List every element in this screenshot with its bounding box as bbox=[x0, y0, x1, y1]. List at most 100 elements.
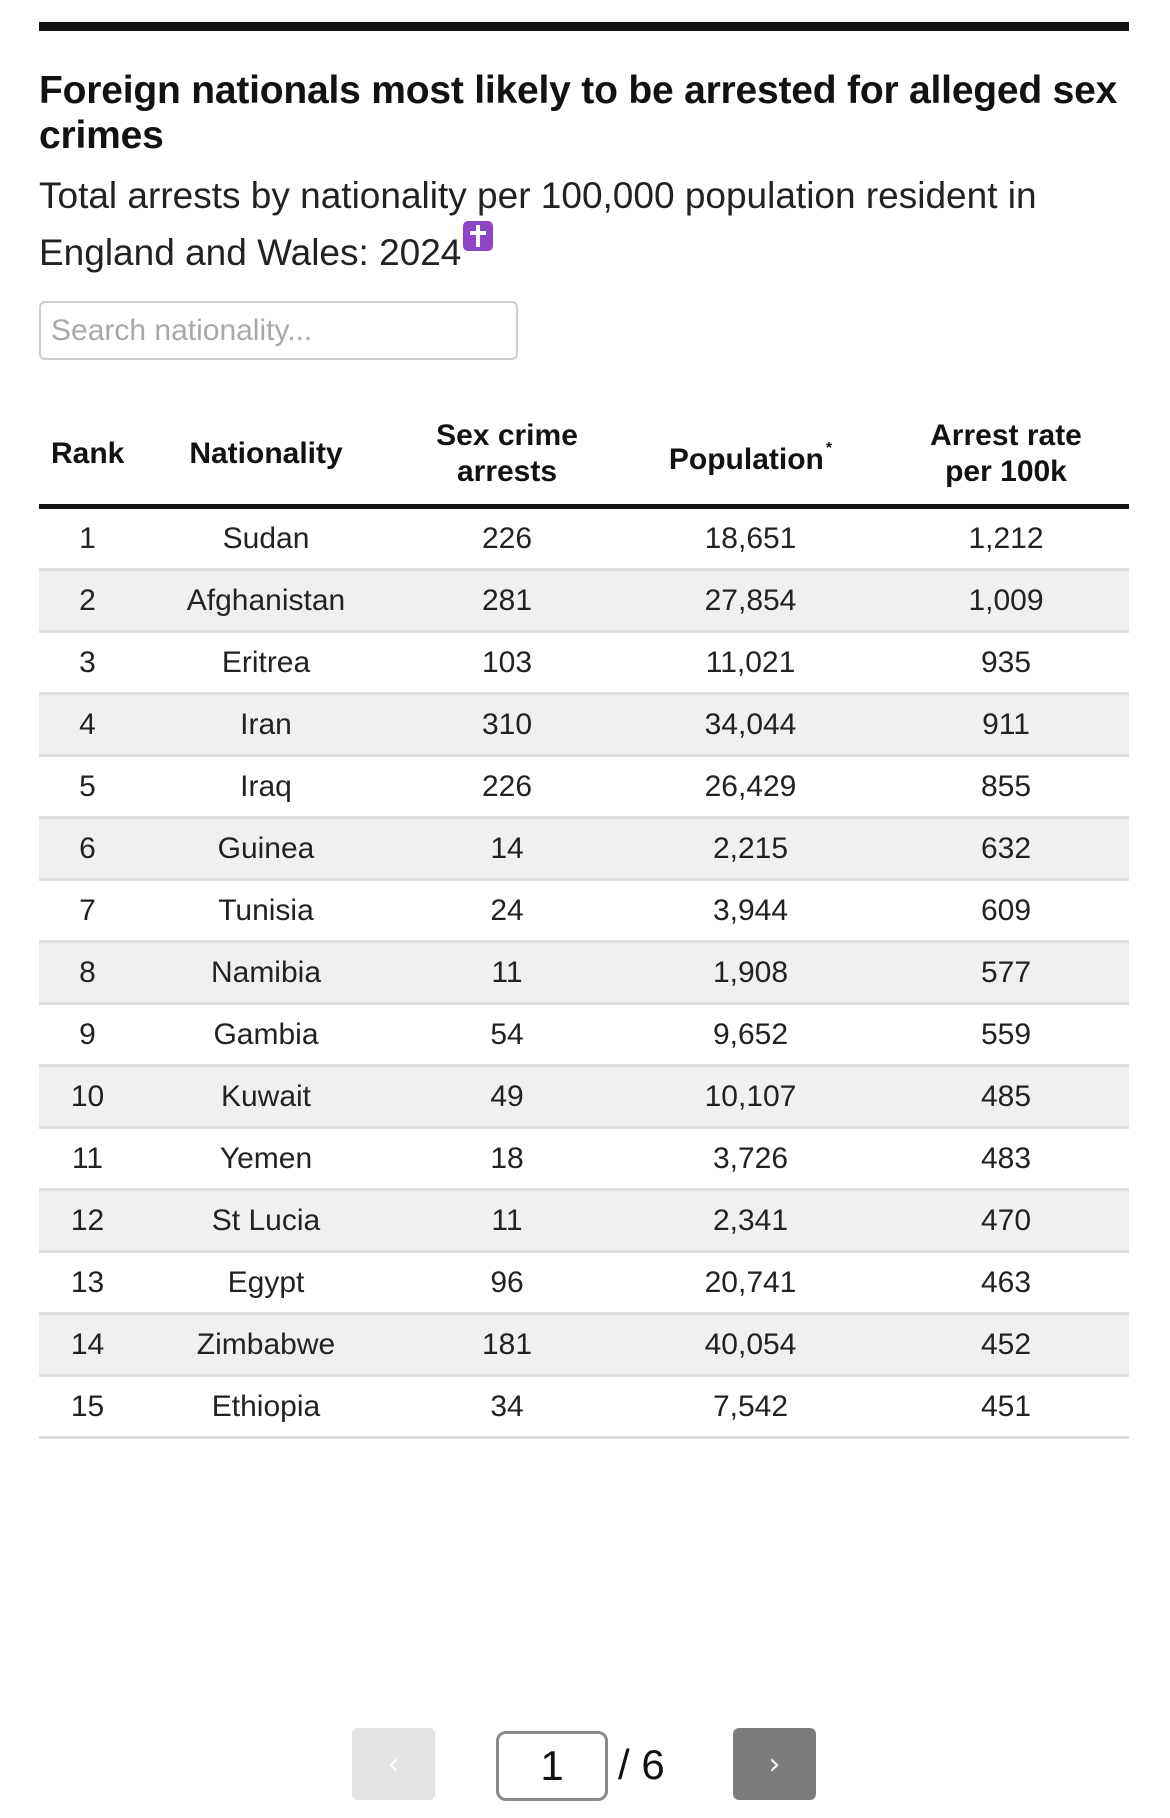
column-header-population[interactable]: Population * bbox=[618, 404, 883, 509]
cell-population: 1,908 bbox=[618, 941, 883, 1005]
table-row: 6 Guinea 14 2,215 632 bbox=[39, 817, 1129, 881]
cell-rate: 452 bbox=[883, 1313, 1129, 1377]
cell-arrests: 96 bbox=[396, 1251, 618, 1315]
cell-arrests: 310 bbox=[396, 693, 618, 757]
table-row: 11 Yemen 18 3,726 483 bbox=[39, 1127, 1129, 1191]
cell-rank: 3 bbox=[39, 631, 136, 695]
cell-rate: 483 bbox=[883, 1127, 1129, 1191]
cell-rate: 609 bbox=[883, 879, 1129, 943]
cell-arrests: 226 bbox=[396, 755, 618, 819]
cell-nationality: Gambia bbox=[136, 1003, 396, 1067]
cell-rank: 13 bbox=[39, 1251, 136, 1315]
cell-rate: 485 bbox=[883, 1065, 1129, 1129]
cell-rank: 2 bbox=[39, 569, 136, 633]
cell-rate: 451 bbox=[883, 1375, 1129, 1439]
cell-rank: 11 bbox=[39, 1127, 136, 1191]
page-number-input[interactable] bbox=[496, 1731, 608, 1801]
cell-rate: 632 bbox=[883, 817, 1129, 881]
cell-nationality: Afghanistan bbox=[136, 569, 396, 633]
cell-arrests: 103 bbox=[396, 631, 618, 695]
cell-rank: 15 bbox=[39, 1375, 136, 1439]
cell-population: 3,726 bbox=[618, 1127, 883, 1191]
cell-arrests: 281 bbox=[396, 569, 618, 633]
column-header-rate[interactable]: Arrest rate per 100k bbox=[883, 404, 1129, 509]
table-row: 9 Gambia 54 9,652 559 bbox=[39, 1003, 1129, 1067]
cell-rate: 559 bbox=[883, 1003, 1129, 1067]
cell-nationality: Iran bbox=[136, 693, 396, 757]
cell-population: 10,107 bbox=[618, 1065, 883, 1129]
cell-rate: 855 bbox=[883, 755, 1129, 819]
cell-rank: 7 bbox=[39, 879, 136, 943]
table-row: 4 Iran 310 34,044 911 bbox=[39, 693, 1129, 757]
column-header-nationality[interactable]: Nationality bbox=[136, 404, 396, 509]
cell-population: 26,429 bbox=[618, 755, 883, 819]
cell-rank: 5 bbox=[39, 755, 136, 819]
cell-rate: 911 bbox=[883, 693, 1129, 757]
cell-population: 2,215 bbox=[618, 817, 883, 881]
next-page-button[interactable]: › bbox=[733, 1728, 816, 1800]
cell-arrests: 14 bbox=[396, 817, 618, 881]
cell-nationality: Yemen bbox=[136, 1127, 396, 1191]
cell-rank: 10 bbox=[39, 1065, 136, 1129]
previous-page-button[interactable]: ‹ bbox=[352, 1728, 435, 1800]
cell-rank: 6 bbox=[39, 817, 136, 881]
table-row: 8 Namibia 11 1,908 577 bbox=[39, 941, 1129, 1005]
cell-rank: 9 bbox=[39, 1003, 136, 1067]
cell-nationality: Zimbabwe bbox=[136, 1313, 396, 1377]
cell-population: 11,021 bbox=[618, 631, 883, 695]
population-footnote-marker: * bbox=[825, 439, 833, 457]
table-row: 7 Tunisia 24 3,944 609 bbox=[39, 879, 1129, 943]
subtitle-text: Total arrests by nationality per 100,000… bbox=[39, 175, 1037, 273]
cell-population: 18,651 bbox=[618, 506, 883, 571]
cell-population: 7,542 bbox=[618, 1375, 883, 1439]
cell-population: 40,054 bbox=[618, 1313, 883, 1377]
cell-rate: 463 bbox=[883, 1251, 1129, 1315]
table-row: 14 Zimbabwe 181 40,054 452 bbox=[39, 1313, 1129, 1377]
page-total: / 6 bbox=[618, 1741, 665, 1788]
cell-nationality: Sudan bbox=[136, 506, 396, 571]
cell-arrests: 18 bbox=[396, 1127, 618, 1191]
cell-nationality: Namibia bbox=[136, 941, 396, 1005]
table-row: 13 Egypt 96 20,741 463 bbox=[39, 1251, 1129, 1315]
cell-population: 34,044 bbox=[618, 693, 883, 757]
cell-population: 27,854 bbox=[618, 569, 883, 633]
table-row: 1 Sudan 226 18,651 1,212 bbox=[39, 506, 1129, 571]
column-header-rank[interactable]: Rank bbox=[39, 404, 136, 509]
page-title: Foreign nationals most likely to be arre… bbox=[39, 69, 1118, 157]
table-row: 15 Ethiopia 34 7,542 451 bbox=[39, 1375, 1129, 1439]
cell-arrests: 11 bbox=[396, 1189, 618, 1253]
cell-population: 9,652 bbox=[618, 1003, 883, 1067]
results-table: Rank Nationality Sex crime arrests Popul… bbox=[39, 404, 1129, 1439]
table-header-row: Rank Nationality Sex crime arrests Popul… bbox=[39, 404, 1129, 509]
cell-arrests: 54 bbox=[396, 1003, 618, 1067]
cell-population: 20,741 bbox=[618, 1251, 883, 1315]
cell-arrests: 11 bbox=[396, 941, 618, 1005]
cell-nationality: St Lucia bbox=[136, 1189, 396, 1253]
cell-arrests: 49 bbox=[396, 1065, 618, 1129]
cell-rank: 4 bbox=[39, 693, 136, 757]
cell-rank: 8 bbox=[39, 941, 136, 1005]
cell-population: 3,944 bbox=[618, 879, 883, 943]
table-row: 3 Eritrea 103 11,021 935 bbox=[39, 631, 1129, 695]
cell-arrests: 181 bbox=[396, 1313, 618, 1377]
cell-nationality: Ethiopia bbox=[136, 1375, 396, 1439]
cell-nationality: Eritrea bbox=[136, 631, 396, 695]
cell-rate: 1,009 bbox=[883, 569, 1129, 633]
cell-nationality: Egypt bbox=[136, 1251, 396, 1315]
cell-nationality: Guinea bbox=[136, 817, 396, 881]
cell-rate: 1,212 bbox=[883, 506, 1129, 571]
search-input[interactable] bbox=[39, 301, 518, 360]
table-body: 1 Sudan 226 18,651 1,212 2 Afghanistan 281 27,85… bbox=[39, 506, 1129, 1439]
cell-rank: 12 bbox=[39, 1189, 136, 1253]
cell-nationality: Kuwait bbox=[136, 1065, 396, 1129]
table-row: 5 Iraq 226 26,429 855 bbox=[39, 755, 1129, 819]
table-row: 2 Afghanistan 281 27,854 1,009 bbox=[39, 569, 1129, 633]
column-header-arrests[interactable]: Sex crime arrests bbox=[396, 404, 618, 509]
cell-nationality: Iraq bbox=[136, 755, 396, 819]
top-divider bbox=[39, 22, 1129, 31]
cell-arrests: 226 bbox=[396, 506, 618, 571]
page-subtitle: Total arrests by nationality per 100,000… bbox=[39, 170, 1139, 278]
cell-arrests: 34 bbox=[396, 1375, 618, 1439]
cell-population: 2,341 bbox=[618, 1189, 883, 1253]
cell-rate: 470 bbox=[883, 1189, 1129, 1253]
